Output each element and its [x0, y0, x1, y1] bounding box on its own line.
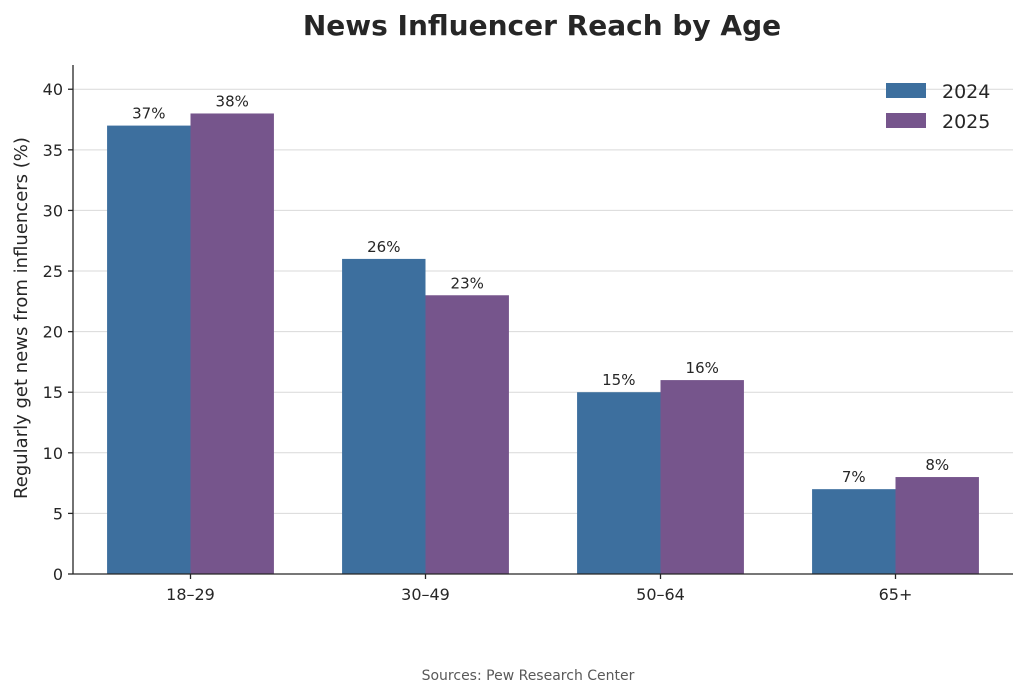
- bars: [107, 113, 979, 574]
- y-tick-label: 30: [43, 201, 63, 220]
- bar-value-label: 23%: [451, 274, 484, 292]
- y-tick-label: 35: [43, 141, 63, 160]
- y-tick-label: 25: [43, 262, 63, 281]
- y-tick-label: 10: [43, 444, 63, 463]
- source-note: Sources: Pew Research Center: [422, 668, 635, 684]
- bar-value-label: 26%: [367, 238, 400, 256]
- bar-value-label: 8%: [925, 456, 949, 474]
- y-tick-label: 5: [53, 504, 63, 523]
- legend-label: 2025: [942, 111, 990, 133]
- y-axis-ticks: 0 5 10 15 20 25 30 35 40: [43, 80, 73, 584]
- x-tick-label: 65+: [879, 585, 913, 604]
- x-tick-label: 30–49: [401, 585, 450, 604]
- bar-2025-1: [425, 295, 509, 574]
- y-tick-label: 15: [43, 383, 63, 402]
- x-tick-label: 50–64: [636, 585, 685, 604]
- legend-swatch: [886, 113, 926, 128]
- bar-2024-1: [342, 258, 426, 574]
- legend-label: 2024: [942, 81, 990, 103]
- x-tick-label: 18–29: [166, 585, 215, 604]
- bar-2024-3: [812, 489, 896, 574]
- bar-2025-3: [895, 477, 979, 574]
- y-tick-label: 0: [53, 565, 63, 584]
- y-tick-label: 20: [43, 323, 63, 342]
- bar-value-label: 15%: [602, 371, 635, 389]
- bar-value-label: 37%: [132, 105, 165, 123]
- x-axis-ticks: 18–29 30–49 50–64 65+: [166, 574, 912, 604]
- bar-2025-2: [660, 380, 744, 574]
- legend-swatch: [886, 83, 926, 98]
- bar-2024-2: [577, 392, 661, 574]
- bar-2024-0: [107, 125, 191, 574]
- bar-2025-0: [190, 113, 274, 574]
- bar-value-label: 38%: [216, 92, 249, 110]
- y-tick-label: 40: [43, 80, 63, 99]
- bar-value-label: 16%: [686, 359, 719, 377]
- y-axis-label: Regularly get news from influencers (%): [11, 137, 32, 499]
- bar-value-label: 7%: [842, 468, 866, 486]
- chart-title: News Influencer Reach by Age: [303, 9, 781, 42]
- bar-labels: 37% 38% 26% 23% 15% 16% 7% 8%: [132, 92, 949, 486]
- legend: 2024 2025: [886, 81, 990, 133]
